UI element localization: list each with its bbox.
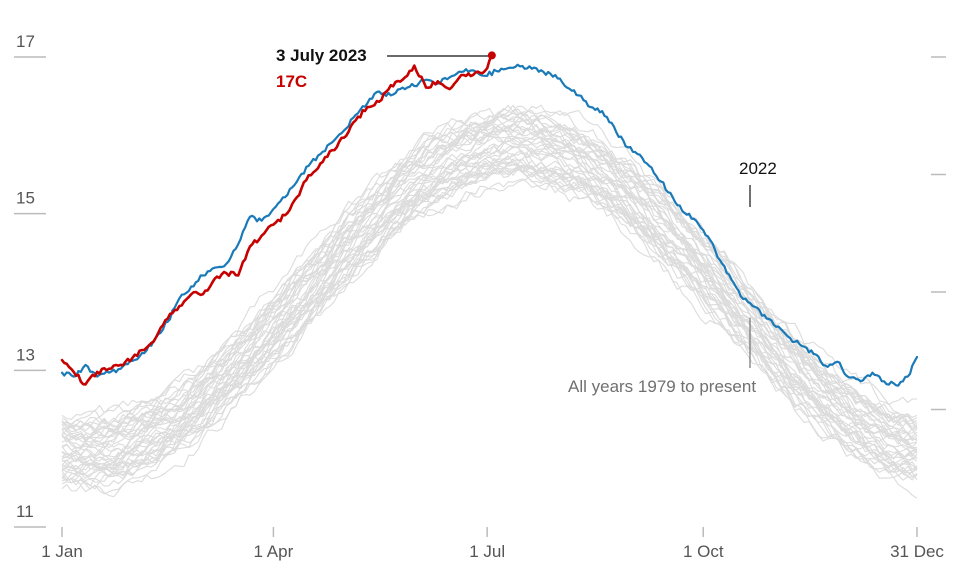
y-tick-label: 13 [16,345,35,364]
historical-line [61,153,918,471]
x-tick-label: 1 Apr [254,542,294,561]
historical-line [61,140,918,457]
x-tick-label: 1 Oct [683,542,724,561]
annotations: 3 July 2023 17C 2022 All years 1979 to p… [276,46,777,396]
x-tick-label: 1 Jul [469,542,505,561]
historical-line [61,162,918,469]
y-tick-label: 11 [16,502,34,521]
historical-line [61,148,918,460]
record-point-2023 [487,51,496,60]
series-line-2022 [60,63,919,387]
record-date-label: 3 July 2023 [276,46,367,65]
historical-line [61,112,918,432]
historical-line [61,135,918,466]
historical-line [61,158,918,483]
historical-line [61,173,918,498]
historical-line [61,125,918,441]
historical-line [61,138,918,463]
historical-line [61,165,918,486]
historical-lines [61,104,918,499]
historical-line [61,151,918,476]
historical-line [61,161,918,487]
label-all-years: All years 1979 to present [568,377,756,396]
series-line-2023 [60,54,494,386]
series-lines [60,51,919,387]
x-tick-label: 31 Dec [890,542,944,561]
historical-line [61,135,918,460]
historical-line [61,128,918,443]
label-2022: 2022 [739,159,777,178]
historical-line [61,178,918,499]
historical-line [61,153,918,470]
axes: 17 15 13 11 1 Jan 1 Apr 1 Jul 1 Oct 31 Dec [14,32,946,561]
historical-line [61,145,918,471]
y-tick-label: 15 [16,189,35,208]
y-tick-label: 17 [16,32,35,51]
record-value-label: 17C [276,72,307,91]
x-tick-label: 1 Jan [41,542,83,561]
